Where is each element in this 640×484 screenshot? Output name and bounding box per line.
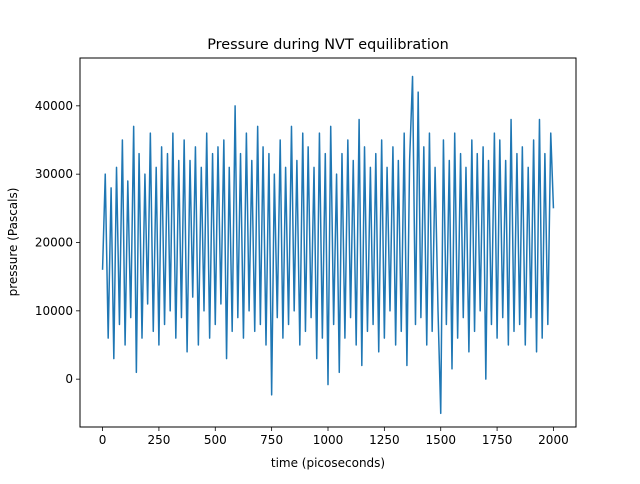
x-tick-label: 0 [99,433,107,447]
x-tick-label: 1250 [369,433,400,447]
y-tick-label: 0 [65,372,73,386]
plot-area [101,75,555,415]
x-tick-label: 2000 [538,433,569,447]
y-axis-label: pressure (Pascals) [6,188,20,297]
chart-title: Pressure during NVT equilibration [207,37,449,53]
axes-frame [79,57,577,428]
x-tick-label: 250 [147,433,170,447]
axis-ticks: 0 250 500 750 1000 1250 1500 1750 20000100002000… [35,99,569,447]
y-tick-label: 40000 [35,99,73,113]
x-tick-label: 500 [204,433,227,447]
x-tick-label: 1000 [313,433,344,447]
y-tick-label: 20000 [35,236,73,250]
x-tick-label: 1750 [482,433,513,447]
y-tick-label: 10000 [35,304,73,318]
x-axis-label: time (picoseconds) [271,456,385,470]
x-tick-label: 1500 [425,433,456,447]
x-tick-label: 750 [260,433,283,447]
y-tick-label: 30000 [35,167,73,181]
pressure-series-line [101,75,555,415]
